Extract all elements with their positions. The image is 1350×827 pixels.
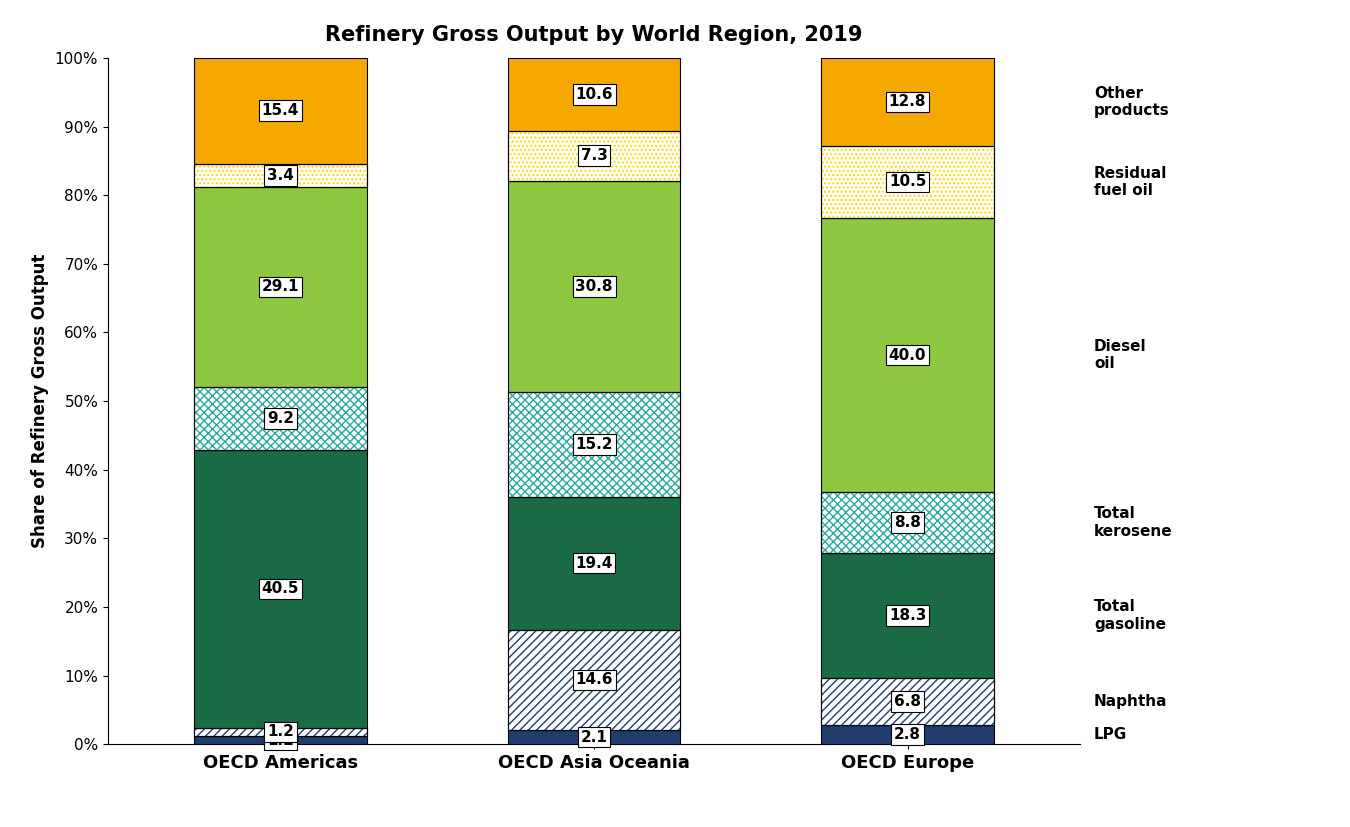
Text: 2.8: 2.8	[894, 727, 921, 742]
Bar	[821, 492, 994, 552]
Text: 15.2: 15.2	[575, 437, 613, 452]
Text: 6.8: 6.8	[894, 694, 921, 710]
Bar	[821, 678, 994, 725]
Bar	[821, 492, 994, 552]
Bar	[508, 131, 680, 181]
Y-axis label: Share of Refinery Gross Output: Share of Refinery Gross Output	[31, 254, 49, 548]
Bar	[821, 552, 994, 678]
Bar	[508, 181, 680, 392]
Bar	[821, 725, 994, 744]
Bar	[194, 728, 367, 736]
Text: 14.6: 14.6	[575, 672, 613, 687]
Bar	[508, 629, 680, 730]
Text: 15.4: 15.4	[262, 103, 300, 118]
Bar	[508, 392, 680, 496]
Text: 7.3: 7.3	[580, 148, 608, 163]
Bar	[194, 164, 367, 187]
Text: 2.1: 2.1	[580, 729, 608, 744]
Bar	[508, 392, 680, 496]
Bar	[194, 387, 367, 450]
Bar	[821, 678, 994, 725]
Bar	[821, 146, 994, 218]
Text: 9.2: 9.2	[267, 411, 294, 426]
Bar	[508, 58, 680, 131]
Text: 19.4: 19.4	[575, 556, 613, 571]
Bar	[508, 730, 680, 744]
Text: 3.4: 3.4	[267, 168, 294, 183]
Text: 12.8: 12.8	[888, 94, 926, 109]
Bar	[508, 496, 680, 629]
Bar	[194, 164, 367, 187]
Bar	[194, 387, 367, 450]
Bar	[821, 58, 994, 146]
Text: 10.6: 10.6	[575, 87, 613, 102]
Bar	[194, 164, 367, 187]
Text: 10.5: 10.5	[888, 174, 926, 189]
Bar	[508, 131, 680, 181]
Bar	[508, 131, 680, 181]
Bar	[821, 218, 994, 492]
Text: 1.2: 1.2	[267, 724, 294, 739]
Bar	[508, 629, 680, 730]
Text: 30.8: 30.8	[575, 279, 613, 294]
Bar	[194, 58, 367, 164]
Text: 8.8: 8.8	[894, 515, 921, 530]
Text: 18.3: 18.3	[888, 608, 926, 623]
Bar	[194, 187, 367, 387]
Bar	[194, 450, 367, 728]
Bar	[821, 492, 994, 552]
Bar	[194, 728, 367, 736]
Bar	[508, 629, 680, 730]
Bar	[821, 678, 994, 725]
Title: Refinery Gross Output by World Region, 2019: Refinery Gross Output by World Region, 2…	[325, 25, 863, 45]
Text: 29.1: 29.1	[262, 280, 300, 294]
Bar	[194, 387, 367, 450]
Bar	[821, 146, 994, 218]
Bar	[508, 392, 680, 496]
Text: 40.0: 40.0	[888, 347, 926, 362]
Bar	[194, 728, 367, 736]
Bar	[821, 146, 994, 218]
Text: 40.5: 40.5	[262, 581, 300, 596]
Bar	[194, 736, 367, 744]
Text: 1.2: 1.2	[267, 733, 294, 748]
